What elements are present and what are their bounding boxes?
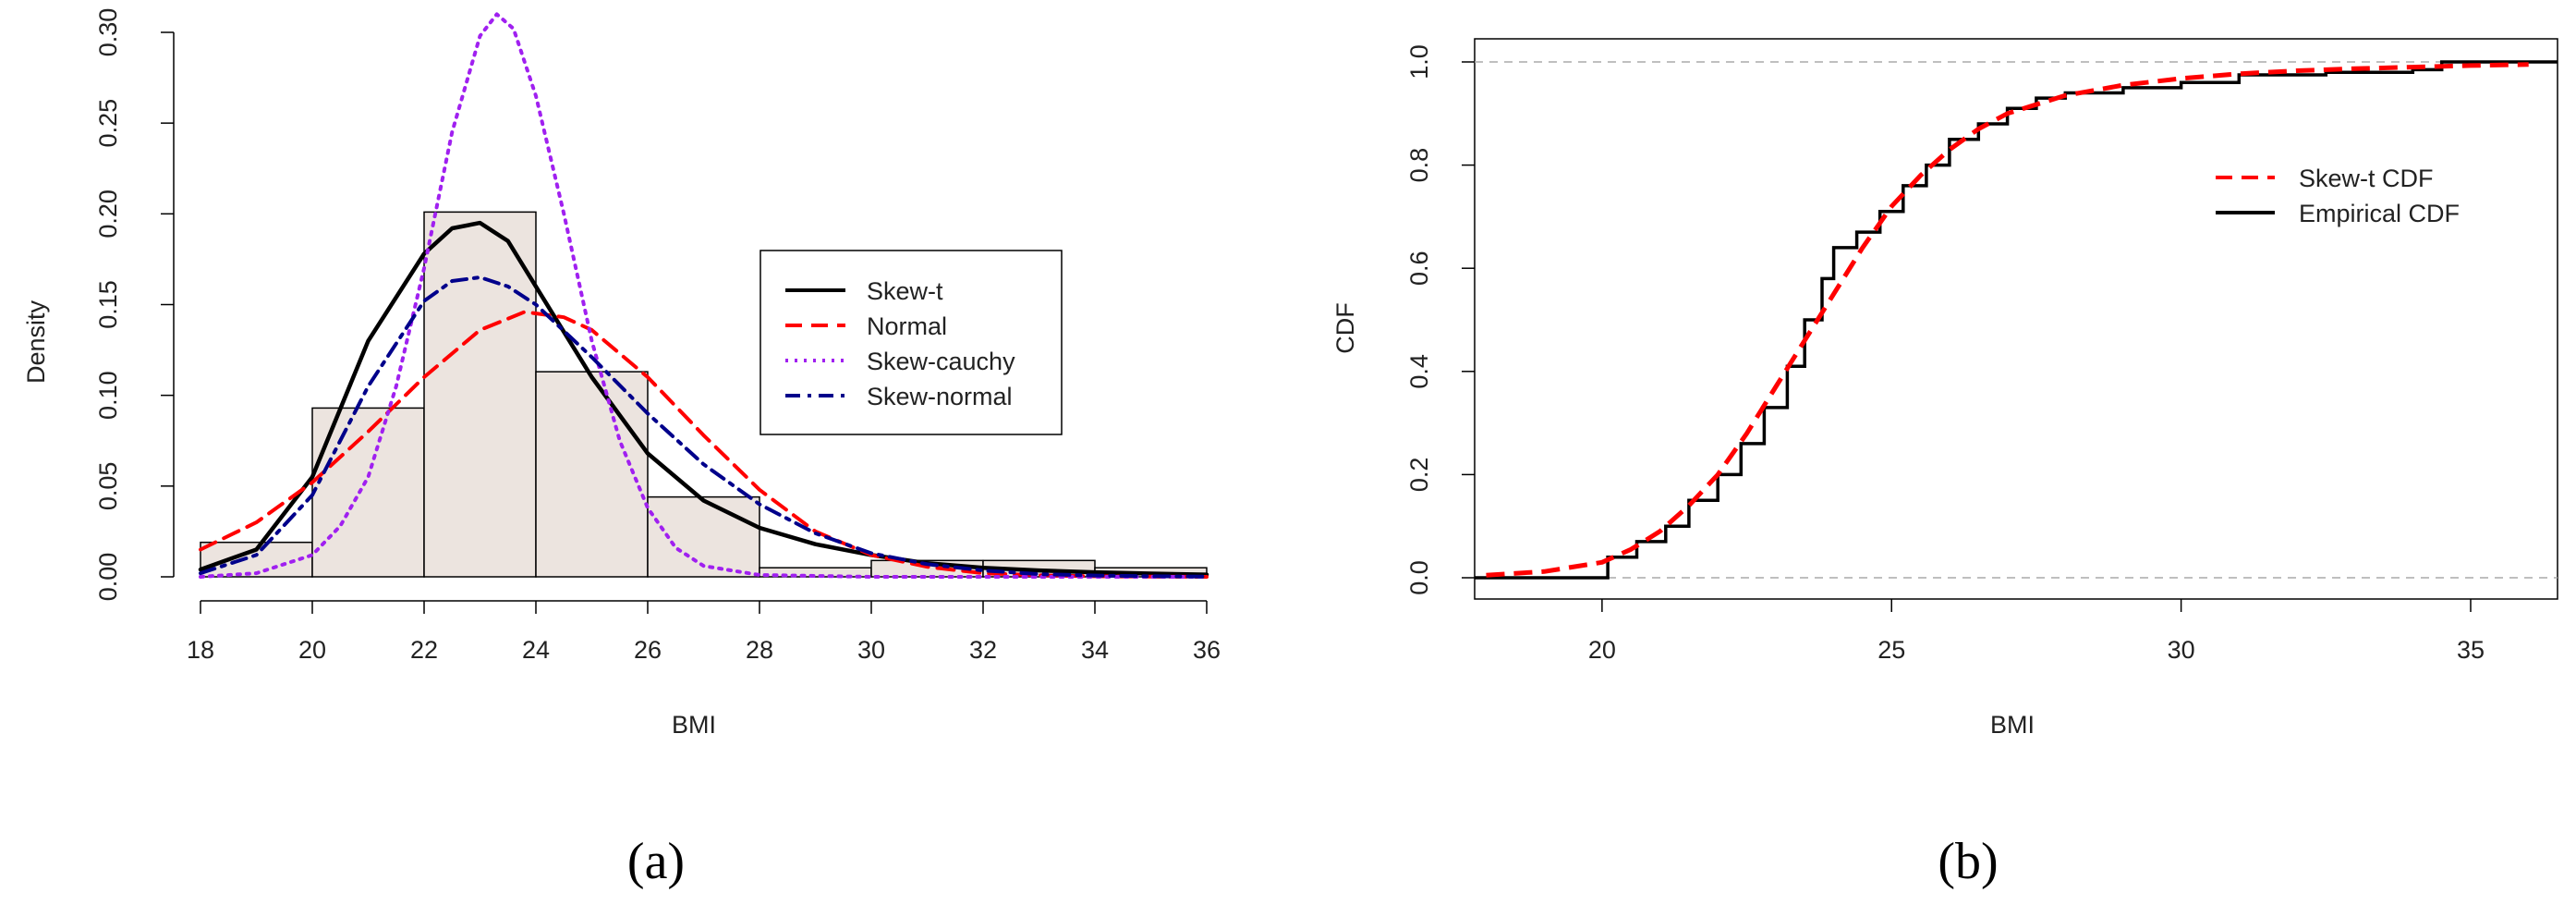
curve-skew-t: [198, 220, 1209, 577]
x-tick-label: 36: [1193, 636, 1221, 664]
legend-label-empirical-cdf: Empirical CDF: [2299, 200, 2460, 227]
legend-box: [759, 250, 1063, 435]
legend-label-normal: Normal: [867, 312, 947, 340]
panel-a-axes: 18 20 22 24 26 28 30 32 34 36 0.00 0.05 0.10 0.15 0.20…: [94, 8, 1221, 664]
x-tick-label: 24: [522, 636, 550, 664]
panel-b-y-label: CDF: [1331, 302, 1359, 354]
density-curves: [198, 12, 1209, 579]
curve-skew-cauchy: [199, 12, 1209, 579]
panel-a-label: (a): [627, 833, 685, 890]
y-tick-label: 0.2: [1405, 458, 1433, 493]
y-tick-label: 0.10: [94, 371, 122, 420]
y-tick-label: 0.15: [94, 280, 122, 329]
y-tick-label: 0.30: [94, 8, 122, 57]
panel-a-x-label: BMI: [672, 711, 716, 739]
y-tick-label: 0.0: [1405, 560, 1433, 595]
y-tick-label: 0.6: [1405, 251, 1433, 286]
panel-a-density-chart: 18 20 22 24 26 28 30 32 34 36 0.00 0.05 0.10 0.15 0.20…: [22, 8, 1221, 890]
y-tick-label: 1.0: [1405, 44, 1433, 79]
histogram-bar: [423, 211, 537, 578]
y-tick-label: 0.00: [94, 553, 122, 602]
x-tick-label: 30: [2168, 636, 2195, 664]
y-tick-label: 0.25: [94, 99, 122, 148]
x-tick-label: 25: [1877, 636, 1905, 664]
x-tick-label: 32: [969, 636, 997, 664]
curve-skew-normal: [199, 275, 1209, 579]
y-tick-label: 0.05: [94, 462, 122, 511]
x-tick-label: 34: [1081, 636, 1109, 664]
plot-frame: [1474, 38, 2558, 600]
cdf-curves: [1475, 60, 2558, 580]
panel-b-x-label: BMI: [1990, 711, 2035, 739]
legend-label-skew-normal: Skew-normal: [867, 383, 1013, 410]
x-tick-label: 26: [634, 636, 662, 664]
x-tick-label: 35: [2457, 636, 2485, 664]
x-tick-label: 18: [187, 636, 214, 664]
curve-empirical-cdf: [1475, 60, 2558, 580]
x-tick-label: 20: [1588, 636, 1616, 664]
panel-b-legend: Skew-t CDF Empirical CDF: [2216, 165, 2460, 227]
panel-a-legend: Skew-t Normal Skew-cauchy Skew-normal: [759, 250, 1063, 435]
legend-label-skew-t-cdf: Skew-t CDF: [2299, 165, 2434, 192]
curve-skew-t-cdf: [1486, 62, 2529, 578]
histogram-bar: [535, 371, 649, 578]
panel-b-label: (b): [1938, 833, 1998, 890]
panel-a-y-label: Density: [22, 300, 50, 384]
x-tick-label: 28: [746, 636, 773, 664]
legend-label-skew-t: Skew-t: [867, 277, 943, 305]
panel-b-axes: 20 25 30 35 0.0 0.2 0.4 0.6 0.8 1.0: [1405, 38, 2558, 664]
histogram-bars: [200, 211, 1208, 578]
x-tick-label: 20: [298, 636, 326, 664]
y-tick-label: 0.4: [1405, 354, 1433, 389]
y-tick-label: 0.20: [94, 190, 122, 238]
panel-b-cdf-chart: 20 25 30 35 0.0 0.2 0.4 0.6 0.8 1.0 BMI CDF Skew-…: [1331, 38, 2558, 890]
x-tick-label: 22: [410, 636, 438, 664]
legend-label-skew-cauchy: Skew-cauchy: [867, 348, 1015, 375]
x-tick-label: 30: [857, 636, 885, 664]
y-tick-label: 0.8: [1405, 148, 1433, 183]
